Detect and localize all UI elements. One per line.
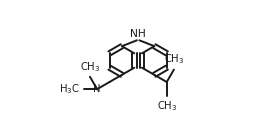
- Text: CH$_3$: CH$_3$: [157, 99, 178, 113]
- Text: H$_3$C: H$_3$C: [59, 82, 80, 96]
- Text: CH$_3$: CH$_3$: [80, 60, 100, 74]
- Text: N: N: [93, 84, 101, 94]
- Text: CH$_3$: CH$_3$: [164, 53, 185, 66]
- Text: NH: NH: [130, 29, 146, 39]
